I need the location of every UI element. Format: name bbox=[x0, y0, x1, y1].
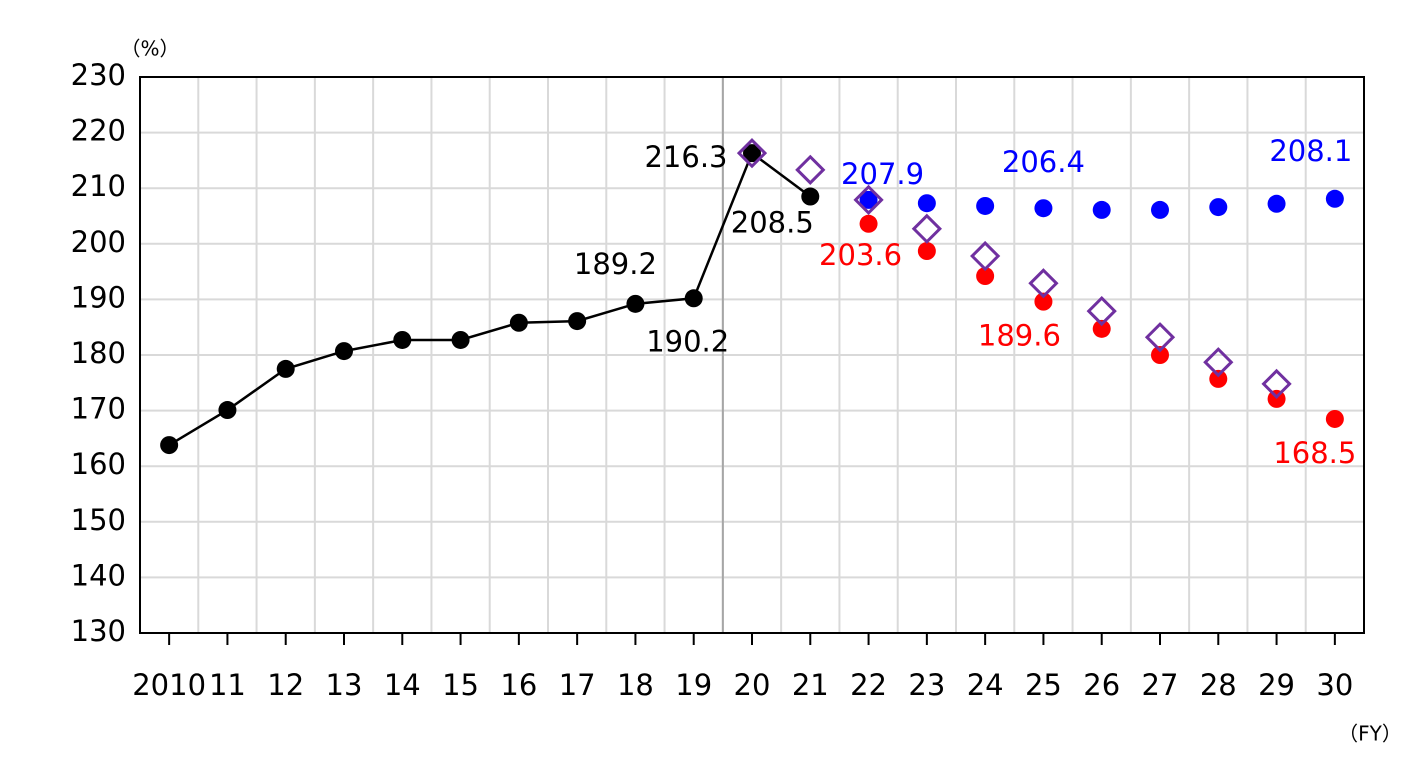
point-marker bbox=[509, 313, 528, 332]
x-tick-label: 19 bbox=[675, 668, 712, 702]
x-tick-label: 17 bbox=[559, 668, 596, 702]
x-tick-label: 14 bbox=[384, 668, 421, 702]
y-tick-label: 180 bbox=[71, 336, 126, 370]
x-tick-label: 20 bbox=[734, 668, 771, 702]
data-label: 203.6 bbox=[819, 238, 902, 272]
data-label: 190.2 bbox=[646, 324, 729, 358]
x-tick-label: 24 bbox=[967, 668, 1004, 702]
x-tick-label: 2010 bbox=[132, 668, 206, 702]
y-tick-label: 200 bbox=[71, 225, 126, 259]
y-tick-label: 190 bbox=[71, 280, 126, 314]
y-tick-label: 160 bbox=[71, 447, 126, 481]
point-marker bbox=[1209, 198, 1228, 217]
diamond-marker bbox=[1261, 368, 1292, 400]
data-label: 208.1 bbox=[1269, 134, 1352, 168]
series-line bbox=[168, 151, 812, 447]
data-label: 216.3 bbox=[644, 140, 727, 174]
x-tick-label: 29 bbox=[1258, 668, 1295, 702]
y-tick-label: 230 bbox=[71, 58, 126, 92]
x-tick-label: 27 bbox=[1142, 668, 1179, 702]
x-axis-label: （FY） bbox=[1338, 722, 1402, 746]
diamond-marker bbox=[1086, 295, 1117, 327]
x-tick-label: 21 bbox=[792, 668, 829, 702]
point-marker bbox=[1209, 369, 1228, 388]
data-label: 207.9 bbox=[841, 157, 924, 191]
point-marker bbox=[801, 187, 820, 206]
x-tick-label: 12 bbox=[267, 668, 304, 702]
point-marker bbox=[917, 194, 936, 213]
point-marker bbox=[335, 342, 353, 361]
y-tick-label: 220 bbox=[71, 114, 126, 148]
x-tick-label: 22 bbox=[850, 668, 887, 702]
x-tick-label: 30 bbox=[1316, 668, 1353, 702]
x-tick-label: 23 bbox=[908, 668, 945, 702]
point-marker bbox=[568, 312, 587, 331]
point-marker bbox=[218, 401, 237, 420]
point-marker bbox=[1325, 409, 1344, 428]
x-tick-label: 18 bbox=[617, 668, 654, 702]
point-marker bbox=[1034, 199, 1053, 218]
diamond-marker bbox=[853, 184, 884, 215]
x-tick-label: 25 bbox=[1025, 668, 1062, 702]
x-tick-label: 11 bbox=[209, 668, 246, 702]
point-marker bbox=[1034, 292, 1053, 311]
point-marker bbox=[1151, 346, 1169, 364]
data-label: 206.4 bbox=[1002, 145, 1085, 179]
point-marker bbox=[743, 144, 761, 163]
point-marker bbox=[859, 214, 878, 233]
diamond-marker bbox=[1203, 347, 1234, 378]
y-tick-label: 140 bbox=[71, 558, 126, 592]
point-marker bbox=[276, 359, 295, 378]
y-axis-label: （%） bbox=[120, 37, 179, 61]
point-marker bbox=[1267, 194, 1286, 213]
y-tick-label: 130 bbox=[71, 614, 126, 648]
data-label: 208.5 bbox=[731, 206, 814, 240]
x-tick-label: 13 bbox=[326, 668, 363, 702]
point-marker bbox=[976, 196, 995, 215]
data-label: 189.6 bbox=[978, 319, 1061, 353]
point-marker bbox=[859, 190, 878, 209]
y-tick-label: 210 bbox=[71, 169, 126, 203]
point-marker bbox=[917, 242, 936, 261]
x-tick-label: 28 bbox=[1200, 668, 1237, 702]
point-marker bbox=[1092, 200, 1111, 219]
data-label: 168.5 bbox=[1273, 436, 1356, 470]
point-marker bbox=[393, 330, 412, 349]
x-tick-label: 26 bbox=[1083, 668, 1120, 702]
point-marker bbox=[626, 294, 645, 313]
point-marker bbox=[684, 289, 703, 308]
point-marker bbox=[1151, 200, 1169, 219]
point-marker bbox=[976, 267, 995, 286]
y-tick-label: 170 bbox=[71, 392, 126, 426]
data-label: 189.2 bbox=[574, 247, 657, 281]
point-marker bbox=[1325, 189, 1344, 208]
diamond-marker bbox=[970, 240, 1001, 272]
point-marker bbox=[1092, 319, 1111, 338]
diamond-marker bbox=[736, 138, 768, 169]
diamond-marker bbox=[1144, 322, 1176, 353]
y-tick-label: 150 bbox=[71, 503, 126, 537]
point-marker bbox=[451, 330, 470, 349]
point-marker bbox=[160, 436, 179, 455]
diamond-marker bbox=[1028, 268, 1059, 299]
diamond-marker bbox=[911, 213, 942, 244]
diamond-marker bbox=[795, 154, 826, 185]
x-tick-label: 15 bbox=[442, 668, 479, 702]
x-tick-label: 16 bbox=[500, 668, 537, 702]
